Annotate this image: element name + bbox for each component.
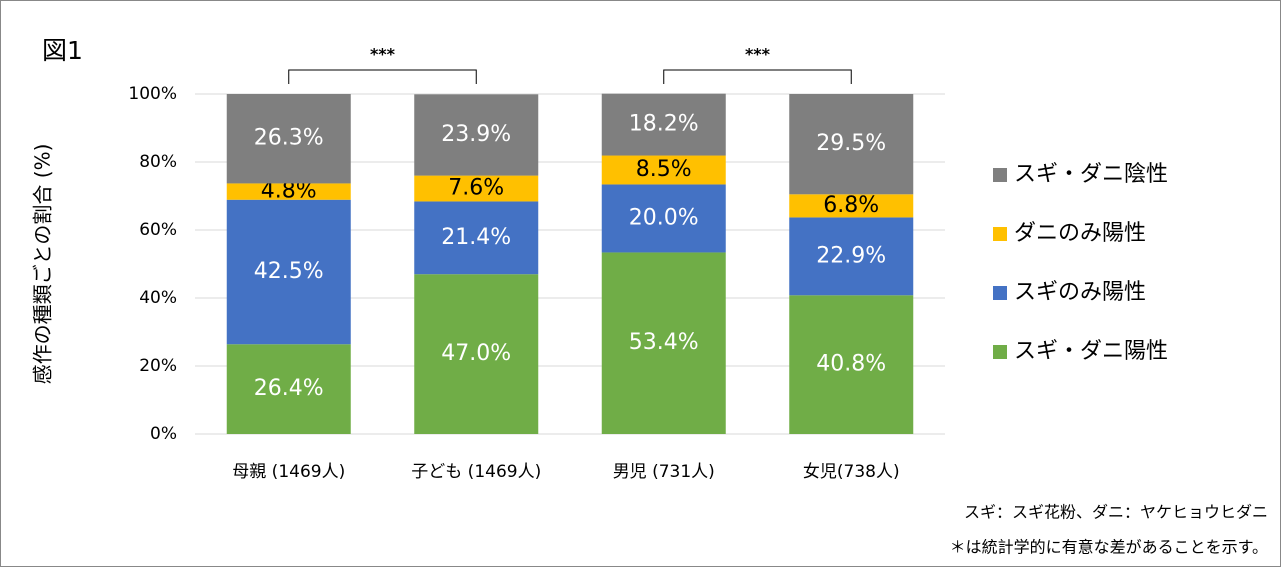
y-tick-label: 40% <box>139 288 177 308</box>
bar-segment <box>414 201 539 275</box>
y-tick-label: 20% <box>139 356 177 376</box>
data-label: 26.4% <box>254 376 324 401</box>
data-label: 7.6% <box>448 176 504 201</box>
data-label: 20.0% <box>629 205 699 230</box>
legend-label: スギのみ陽性 <box>1014 280 1146 305</box>
bar-segment <box>601 93 726 156</box>
x-tick-label: 母親 (1469人) <box>232 462 345 482</box>
data-label: 22.9% <box>816 243 886 268</box>
bar-segment <box>789 94 914 195</box>
bar-segment <box>601 155 726 185</box>
legend-label: スギ・ダニ陽性 <box>1014 339 1168 364</box>
legend-swatch <box>993 345 1007 359</box>
bar-segment <box>601 252 726 434</box>
y-axis-label: 感作の種類ごとの割合 (%) <box>31 144 55 385</box>
legend-swatch <box>993 227 1007 241</box>
data-label: 6.8% <box>823 193 879 218</box>
data-label: 18.2% <box>629 112 699 137</box>
bar-segment <box>789 295 914 434</box>
bar-segment <box>789 194 914 218</box>
legend-label: スギ・ダニ陰性 <box>1014 162 1168 187</box>
legend-swatch <box>993 168 1007 182</box>
data-label: 29.5% <box>816 131 886 156</box>
bar-segment <box>226 344 351 434</box>
x-tick-label: 子ども (1469人) <box>411 462 541 482</box>
legend-label: ダニのみ陽性 <box>1014 221 1146 246</box>
y-tick-label: 60% <box>139 220 177 240</box>
y-tick-label: 80% <box>139 152 177 172</box>
bar-segment <box>226 199 351 345</box>
chart-title: 図1 <box>42 36 83 65</box>
data-label: 47.0% <box>441 341 511 366</box>
data-label: 42.5% <box>254 259 324 284</box>
data-label: 23.9% <box>441 122 511 147</box>
legend-swatch <box>993 286 1007 300</box>
data-label: 40.8% <box>816 352 886 377</box>
data-label: 53.4% <box>629 330 699 355</box>
footnote: スギ：スギ花粉、ダニ：ヤケヒョウヒダニ <box>964 503 1268 522</box>
y-tick-label: 0% <box>150 424 177 444</box>
bar-segment <box>226 94 351 184</box>
bar-segment <box>226 183 351 200</box>
significance-label: *** <box>370 45 396 64</box>
data-label: 8.5% <box>636 157 692 182</box>
bar-segment <box>414 94 539 176</box>
x-tick-label: 男児 (731人) <box>613 462 715 482</box>
x-tick-label: 女児(738人) <box>803 462 900 482</box>
data-label: 21.4% <box>441 225 511 250</box>
y-tick-label: 100% <box>128 84 177 104</box>
significance-label: *** <box>745 45 771 64</box>
footnote: ＊は統計学的に有意な差があることを示す。 <box>950 538 1268 557</box>
bar-segment <box>414 175 539 202</box>
significance-bracket <box>288 69 477 84</box>
bar-segment <box>601 184 726 253</box>
data-label: 26.3% <box>254 126 324 151</box>
bar-segment <box>789 217 914 296</box>
significance-bracket <box>663 69 852 84</box>
bar-segment <box>414 274 539 434</box>
